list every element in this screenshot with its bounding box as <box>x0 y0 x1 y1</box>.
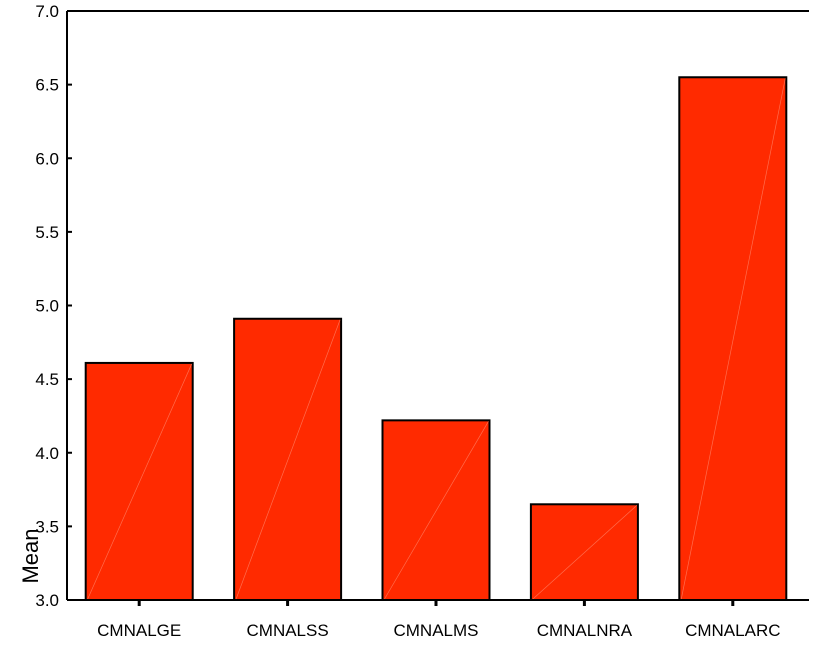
y-tick-label-4.0: 4.0 <box>35 444 59 463</box>
x-tick-label-cmnalge: CMNALGE <box>97 621 181 640</box>
x-tick-label-cmnalnra: CMNALNRA <box>537 621 633 640</box>
bar-shading-cmnalss <box>235 319 341 600</box>
bar-shading-cmnalarc <box>680 78 786 600</box>
x-tick-label-cmnalarc: CMNALARC <box>685 621 780 640</box>
x-tick-label-cmnalms: CMNALMS <box>393 621 478 640</box>
y-tick-label-3.0: 3.0 <box>35 591 59 610</box>
labels-layer: 3.0 3.5 4.0 4.5 5.0 5.5 6.0 6.5 7.0 CMNALGE CMNALS… <box>35 2 780 640</box>
y-tick-label-5.5: 5.5 <box>35 223 59 242</box>
bar-cmnalarc <box>678 76 788 601</box>
axes-layer <box>66 10 809 606</box>
y-axis-title: Mean <box>18 528 43 583</box>
y-tick-label-6.0: 6.0 <box>35 149 59 168</box>
y-tick-label-7.0: 7.0 <box>35 2 59 21</box>
y-tick-label-4.5: 4.5 <box>35 370 59 389</box>
y-tick-label-3.5: 3.5 <box>35 517 59 536</box>
x-tick-label-cmnalss: CMNALSS <box>247 621 329 640</box>
bar-shading-cmnalnra <box>532 505 638 600</box>
bars-layer <box>84 76 788 602</box>
y-tick-label-6.5: 6.5 <box>35 76 59 95</box>
bar-shading-cmnalms <box>384 421 489 600</box>
y-tick-label-5.0: 5.0 <box>35 297 59 316</box>
bar-shading-cmnalge <box>87 363 193 600</box>
